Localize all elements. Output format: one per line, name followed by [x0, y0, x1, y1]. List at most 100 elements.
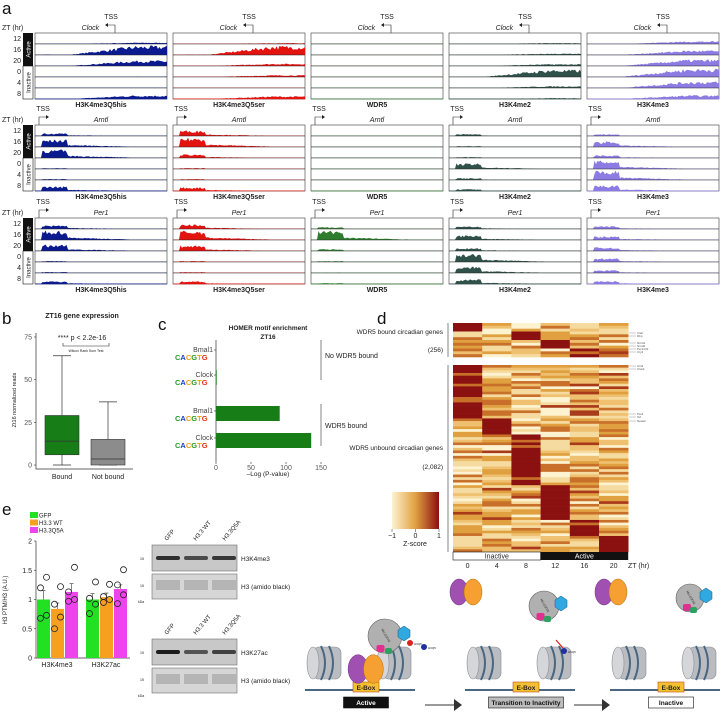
- heatmap-cell: [599, 503, 629, 507]
- heatmap-cell: [569, 541, 600, 545]
- dna-wrap: [480, 645, 486, 681]
- gene-callout-label: Per2: [637, 412, 644, 416]
- box-1: [90, 439, 126, 466]
- loading-band: [212, 580, 236, 590]
- category-label: Not bound: [92, 474, 124, 481]
- heatmap-cell: [569, 421, 600, 425]
- zt-label: 8: [17, 183, 21, 190]
- heatmap-cell: [511, 373, 541, 376]
- heatmap-cell: [569, 331, 600, 335]
- mark-label: H3K4me2: [499, 287, 531, 294]
- tss-label: TSS: [588, 199, 602, 206]
- gene-name: Arntl: [507, 117, 523, 124]
- heatmap-cell: [540, 487, 571, 491]
- heatmap-cell: [482, 450, 512, 454]
- heatmap-cell: [540, 503, 571, 507]
- heatmap-cell: [453, 334, 483, 338]
- loading-band: [156, 674, 180, 684]
- motif-letter: T: [197, 441, 202, 450]
- data-point: [92, 578, 99, 586]
- tss-label: TSS: [312, 106, 326, 113]
- heatmap-cell: [482, 426, 512, 430]
- gene-name: Clock: [220, 25, 238, 32]
- heatmap-cell: [540, 370, 571, 374]
- heatmap-cell: [482, 495, 512, 499]
- heatmap-cell: [569, 418, 600, 422]
- heatmap-cell: [540, 351, 571, 355]
- signal-track: [449, 253, 581, 262]
- heatmap-cell: [569, 455, 600, 459]
- heatmap-cell: [453, 519, 483, 523]
- heatmap-cell: [599, 479, 629, 483]
- signal-track: [587, 185, 719, 191]
- tss-arrow-icon: [660, 24, 668, 33]
- heatmap-cell: [453, 533, 483, 537]
- heatmap-cell: [482, 421, 512, 425]
- stage-label: Active: [356, 700, 376, 707]
- heatmap-cell: [569, 386, 600, 390]
- heatmap-cell: [453, 458, 483, 462]
- signal-track: [173, 187, 305, 191]
- heatmap-cell: [540, 337, 571, 341]
- boxplot-ylabel: Zt16 normalized reads: [12, 372, 18, 427]
- heatmap-cell: [482, 487, 512, 491]
- heatmap-cell: [482, 447, 512, 451]
- heatmap-cell: [453, 525, 483, 529]
- signal-track: [35, 225, 167, 229]
- gene-name: Per1: [94, 210, 109, 217]
- tss-arrow-icon: [246, 24, 254, 33]
- zt-label: 4: [17, 265, 21, 272]
- tss-arrow-icon: [38, 209, 46, 218]
- heatmap-cell: [482, 342, 512, 346]
- ebox-label: E-Box: [662, 685, 681, 692]
- heatmap-cell: [540, 426, 571, 430]
- heatmap-cell: [511, 426, 541, 430]
- heatmap-cell: [511, 549, 541, 553]
- heatmap-cell: [599, 514, 629, 518]
- heatmap-cell: [599, 498, 629, 502]
- tss-arrowhead-icon: [460, 115, 463, 119]
- heatmap-cell: [453, 503, 483, 507]
- heatmap-cell: [540, 386, 571, 390]
- heatmap-cell: [599, 381, 629, 384]
- tss-arrowhead-icon: [184, 208, 187, 212]
- heatmap-cell: [511, 493, 541, 497]
- blot-loading-label: H3 (amido black): [241, 678, 290, 685]
- heatmap-cell: [599, 549, 629, 553]
- heatmap-cell: [511, 407, 541, 411]
- heatmap-cell: [482, 525, 512, 529]
- heatmap-cell: [540, 413, 571, 417]
- heatmap-cell: [569, 498, 600, 502]
- heatmap-cell: [482, 381, 512, 384]
- bar: [65, 591, 78, 658]
- heatmap-cell: [569, 434, 600, 438]
- heatmap-cell: [482, 469, 512, 473]
- heatmap-cell: [540, 466, 571, 470]
- heatmap-cell: [453, 415, 483, 419]
- heatmap-cell: [453, 522, 483, 526]
- heatmap-cell: [540, 434, 571, 438]
- heatmap-cell: [569, 410, 600, 414]
- motif-name: Bmal1: [193, 347, 213, 354]
- heatmap-cell: [569, 391, 600, 395]
- category-label: H3K4me3: [41, 662, 72, 669]
- heatmap-cell: [453, 493, 483, 497]
- signal-track: [173, 224, 305, 229]
- heatmap-cell: [453, 479, 483, 483]
- active-label: Active: [27, 226, 33, 243]
- heatmap-cell: [599, 511, 629, 515]
- heatmap-cell: [482, 391, 512, 395]
- boxplot-title: ZT16 gene expression: [45, 313, 119, 320]
- heatmap-cell: [599, 471, 629, 475]
- heatmap-cell: [569, 522, 600, 526]
- heatmap-cell: [453, 474, 483, 478]
- heatmap-cell: [540, 375, 571, 379]
- mark-label: H3K4me3Q5his: [75, 287, 126, 294]
- motif-letter: G: [202, 353, 208, 362]
- signal-track: [449, 163, 581, 169]
- pvalue-annotation: **** p < 2.2e-16: [58, 335, 107, 342]
- blot-band: [184, 650, 208, 654]
- heatmap-cell: [540, 328, 571, 332]
- heatmap-cell: [453, 445, 483, 449]
